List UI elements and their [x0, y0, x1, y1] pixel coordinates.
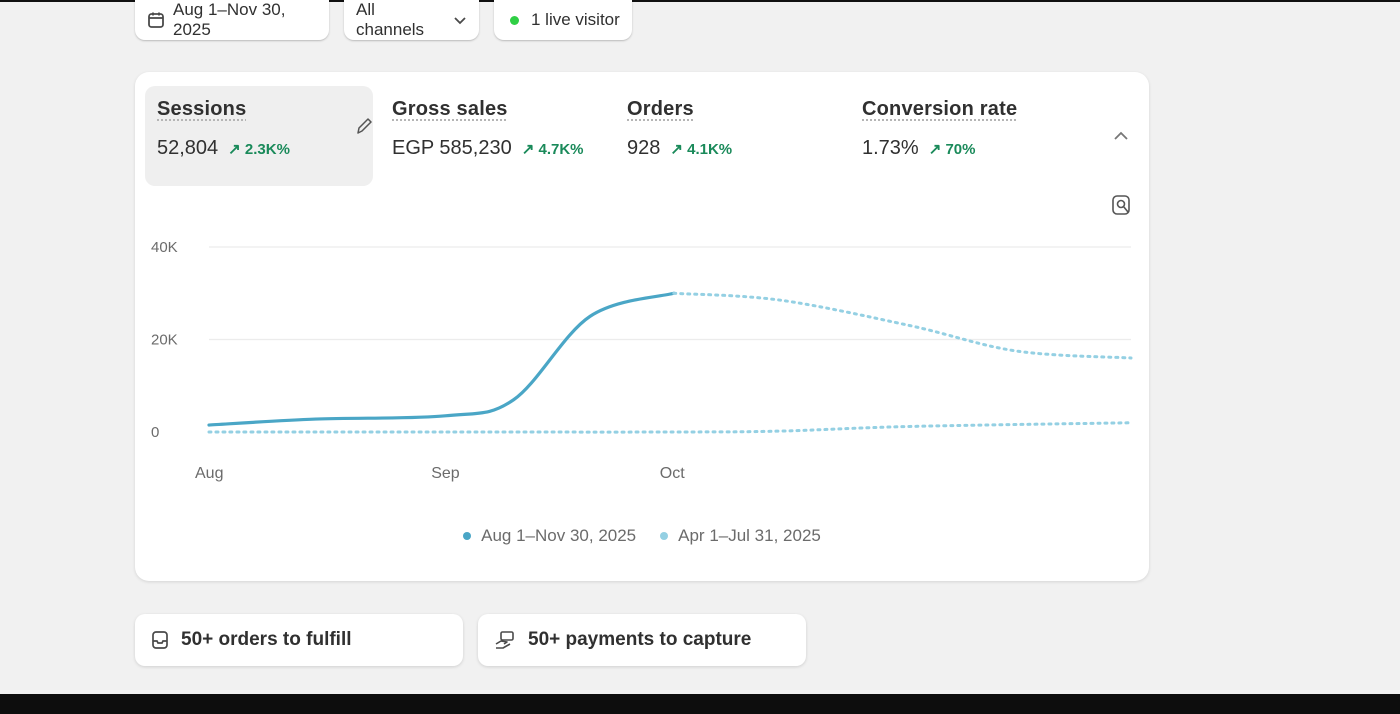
legend-dot	[463, 532, 472, 540]
x-tick-label: Sep	[431, 465, 460, 482]
metric-value: EGP 585,230	[392, 137, 512, 159]
date-range-label: Aug 1–Nov 30, 2025	[173, 0, 286, 39]
live-visitors-label: 1 live visitor	[531, 10, 620, 29]
chevron-down-icon	[454, 17, 466, 25]
top-edge	[0, 0, 1400, 2]
metric-orders[interactable]: Orders 928 ↗ 4.1K%	[615, 86, 843, 186]
x-tick-label: Aug	[195, 465, 223, 482]
x-tick-label: Oct	[660, 465, 685, 482]
legend-label: Apr 1–Jul 31, 2025	[678, 526, 821, 545]
series-line-current-projected	[672, 291, 1133, 360]
live-indicator-dot	[510, 15, 519, 25]
channel-filter-label: All channels	[356, 0, 425, 39]
chart-legend: Aug 1–Nov 30, 2025 Apr 1–Jul 31, 2025	[135, 526, 1149, 546]
date-range-picker[interactable]: Aug 1–Nov 30, 2025	[135, 0, 329, 40]
bottom-edge	[0, 694, 1400, 714]
metric-delta: ↗ 4.1K%	[670, 141, 733, 158]
metric-value: 52,804	[157, 137, 219, 159]
metric-label: Sessions	[157, 98, 247, 120]
metric-conversion-rate[interactable]: Conversion rate 1.73% ↗ 70%	[850, 86, 1078, 186]
task-label: 50+ orders to fulfill	[181, 629, 352, 650]
legend-label: Aug 1–Nov 30, 2025	[481, 526, 637, 545]
metric-value: 1.73%	[862, 137, 919, 159]
legend-dot	[660, 532, 669, 540]
channel-filter[interactable]: All channels	[344, 0, 479, 40]
metric-value: 928	[627, 137, 661, 159]
y-tick-label: 40K	[151, 239, 178, 256]
metric-label: Conversion rate	[862, 98, 1018, 120]
series-line-current	[207, 291, 676, 427]
sessions-chart: 0 20K 40K Aug Sep Oct	[151, 239, 1133, 482]
y-tick-label: 0	[151, 424, 159, 441]
metric-delta: ↗ 2.3K%	[228, 141, 290, 158]
metric-label: Orders	[627, 98, 694, 120]
orders-to-fulfill-card[interactable]: 50+ orders to fulfill	[135, 614, 463, 666]
series-line-comparison	[207, 421, 1133, 434]
payment-hand-icon	[495, 631, 514, 649]
calendar-icon	[148, 12, 164, 28]
y-tick-label: 20K	[151, 332, 178, 349]
metric-label: Gross sales	[392, 98, 508, 120]
live-visitors-button[interactable]: 1 live visitor	[494, 0, 632, 40]
metric-delta: ↗ 70%	[928, 141, 976, 158]
inbox-icon	[152, 631, 168, 649]
payments-to-capture-card[interactable]: 50+ payments to capture	[478, 614, 806, 666]
metric-sessions[interactable]: Sessions 52,804 ↗ 2.3K%	[145, 86, 373, 186]
legend-item-comparison[interactable]: Apr 1–Jul 31, 2025	[660, 526, 821, 546]
metric-delta: ↗ 4.7K%	[521, 141, 584, 158]
metric-gross-sales[interactable]: Gross sales EGP 585,230 ↗ 4.7K%	[380, 86, 608, 186]
sparkle-search-icon[interactable]	[1111, 194, 1133, 218]
analytics-card: Sessions 52,804 ↗ 2.3K% Gross sales EGP …	[135, 72, 1149, 581]
pencil-icon[interactable]	[355, 116, 373, 136]
legend-item-current[interactable]: Aug 1–Nov 30, 2025	[463, 526, 636, 546]
task-label: 50+ payments to capture	[528, 629, 752, 650]
chevron-up-icon[interactable]	[1111, 128, 1131, 144]
